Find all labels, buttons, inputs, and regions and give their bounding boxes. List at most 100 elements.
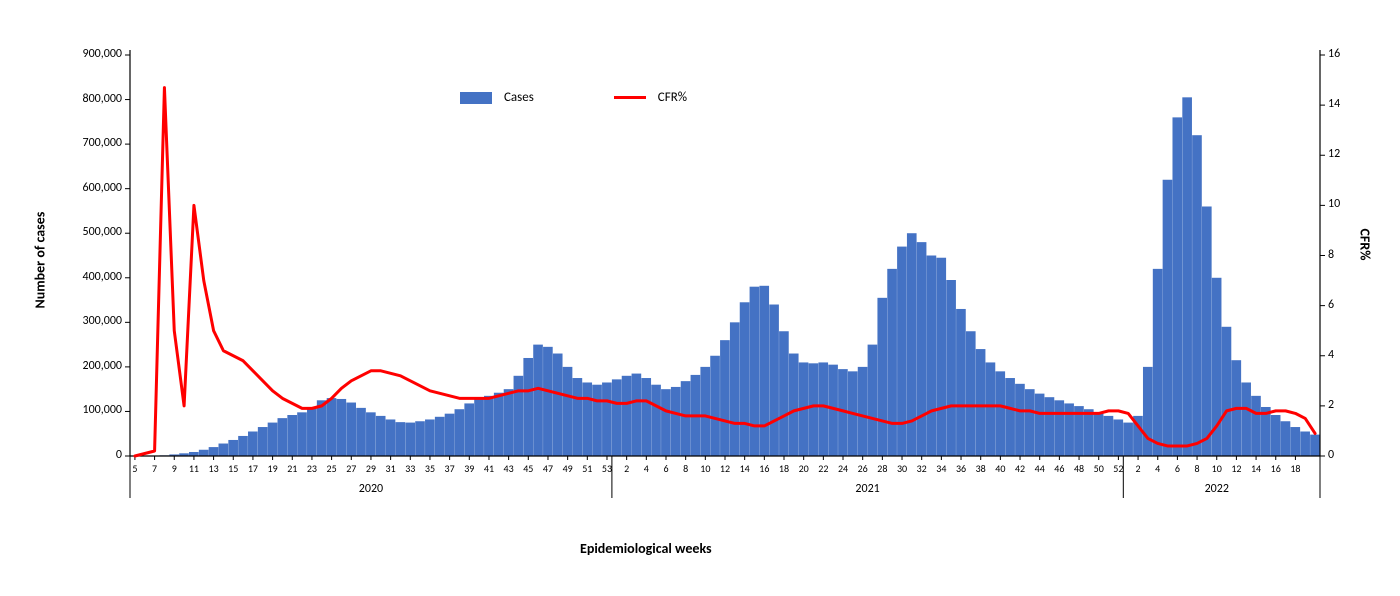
case-bar xyxy=(258,427,268,456)
case-bar xyxy=(268,423,278,456)
x-tick: 6 xyxy=(1175,462,1180,475)
case-bar xyxy=(219,444,229,456)
y-right-tick: 10 xyxy=(1328,197,1368,211)
x-tick: 48 xyxy=(1074,462,1084,475)
case-bar xyxy=(1084,409,1094,456)
case-bar xyxy=(494,393,504,456)
case-bar xyxy=(317,400,327,456)
x-tick: 44 xyxy=(1035,462,1045,475)
case-bar xyxy=(1202,206,1212,456)
x-tick: 43 xyxy=(504,462,514,475)
x-tick: 10 xyxy=(700,462,710,475)
case-bar xyxy=(386,419,396,456)
x-tick: 34 xyxy=(936,462,946,475)
case-bar xyxy=(504,389,514,456)
x-tick: 12 xyxy=(1231,462,1241,475)
x-tick: 16 xyxy=(1271,462,1281,475)
x-tick: 25 xyxy=(327,462,337,475)
case-bar xyxy=(927,256,937,457)
case-bar xyxy=(1300,431,1310,456)
case-bar xyxy=(396,422,406,456)
case-bar xyxy=(661,389,671,456)
case-bar xyxy=(877,298,887,456)
y-left-tick: 400,000 xyxy=(62,270,122,284)
x-tick: 29 xyxy=(366,462,376,475)
case-bar xyxy=(435,417,445,456)
x-tick: 51 xyxy=(582,462,592,475)
case-bar xyxy=(1113,419,1123,456)
case-bar xyxy=(455,409,465,456)
case-bar xyxy=(582,382,592,456)
case-bar xyxy=(1182,97,1192,456)
x-tick: 39 xyxy=(464,462,474,475)
case-bar xyxy=(425,419,435,456)
case-bar xyxy=(720,340,730,456)
case-bar xyxy=(779,331,789,456)
case-bar xyxy=(287,415,297,456)
case-bar xyxy=(602,382,612,456)
case-bar xyxy=(1222,327,1232,456)
x-tick: 7 xyxy=(152,462,157,475)
case-bar xyxy=(1271,415,1281,456)
case-bar xyxy=(740,302,750,456)
y-right-tick: 6 xyxy=(1328,298,1368,312)
x-tick: 5 xyxy=(132,462,137,475)
case-bar xyxy=(1025,389,1035,456)
case-bar xyxy=(966,331,976,456)
case-bar xyxy=(484,396,494,456)
x-tick: 8 xyxy=(1195,462,1200,475)
case-bar xyxy=(553,354,563,456)
case-bar xyxy=(189,452,199,456)
x-tick: 40 xyxy=(995,462,1005,475)
x-tick: 41 xyxy=(484,462,494,475)
case-bar xyxy=(1143,367,1153,456)
x-tick: 24 xyxy=(838,462,848,475)
case-bar xyxy=(1045,397,1055,456)
case-bar xyxy=(769,305,779,456)
case-bar xyxy=(1281,421,1291,456)
y-right-tick: 14 xyxy=(1328,97,1368,111)
case-bar xyxy=(573,378,583,456)
x-tick: 12 xyxy=(720,462,730,475)
epi-chart: Number of cases CFR% Epidemiological wee… xyxy=(0,0,1400,596)
case-bar xyxy=(632,374,642,456)
x-tick: 30 xyxy=(897,462,907,475)
y-left-tick: 900,000 xyxy=(62,47,122,61)
x-tick: 31 xyxy=(386,462,396,475)
case-bar xyxy=(1290,427,1300,456)
case-bar xyxy=(209,447,219,456)
x-tick: 18 xyxy=(779,462,789,475)
case-bar xyxy=(946,280,956,456)
case-bar xyxy=(366,412,376,456)
x-tick: 28 xyxy=(877,462,887,475)
case-bar xyxy=(730,322,740,456)
x-tick: 19 xyxy=(268,462,278,475)
x-tick: 53 xyxy=(602,462,612,475)
case-bar xyxy=(376,416,386,456)
case-bar xyxy=(474,399,484,456)
y-left-tick: 500,000 xyxy=(62,225,122,239)
case-bar xyxy=(523,358,533,456)
case-bar xyxy=(976,349,986,456)
case-bar xyxy=(1251,396,1261,456)
case-bar xyxy=(514,376,524,456)
case-bar xyxy=(1153,269,1163,456)
x-tick: 4 xyxy=(644,462,649,475)
y-left-tick: 700,000 xyxy=(62,136,122,150)
case-bar xyxy=(809,363,819,456)
x-tick: 14 xyxy=(1251,462,1261,475)
y-left-tick: 600,000 xyxy=(62,181,122,195)
case-bar xyxy=(1094,412,1104,456)
x-tick: 52 xyxy=(1113,462,1123,475)
case-bar xyxy=(868,345,878,456)
case-bar xyxy=(681,381,691,456)
case-bar xyxy=(1123,423,1133,456)
x-tick: 36 xyxy=(956,462,966,475)
x-tick: 42 xyxy=(1015,462,1025,475)
y-left-tick: 800,000 xyxy=(62,92,122,106)
case-bar xyxy=(995,371,1005,456)
x-tick: 50 xyxy=(1094,462,1104,475)
x-tick: 2 xyxy=(624,462,629,475)
y-left-tick: 200,000 xyxy=(62,359,122,373)
x-tick: 46 xyxy=(1054,462,1064,475)
